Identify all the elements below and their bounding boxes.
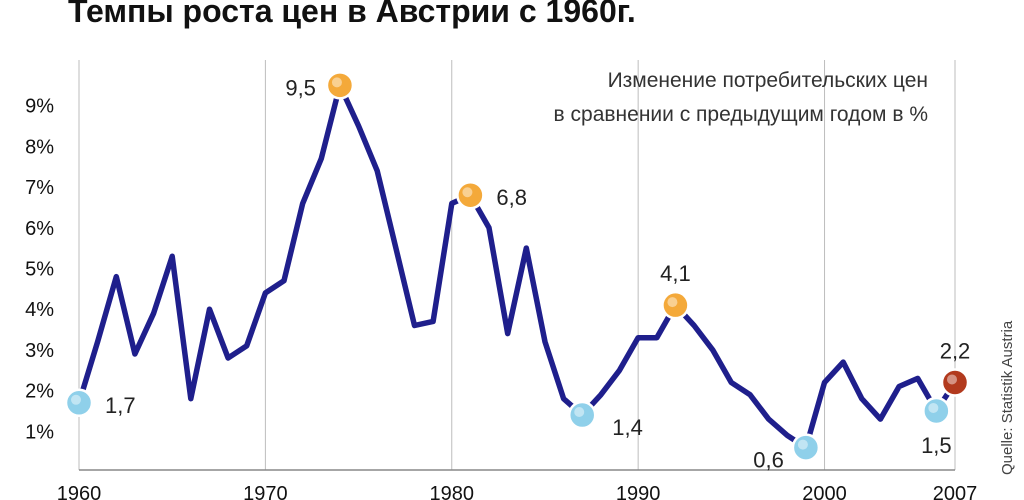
source-note: Quelle: Statistik Austria [999,320,1016,475]
highlight-point-shine [667,297,678,308]
x-tick-label: 2007 [933,483,978,500]
chart-annotation-line-1: Изменение потребительских цен [608,69,928,92]
chart-title: Темпы роста цен в Австрии с 1960г. [68,0,636,29]
y-tick-label: 9% [25,96,54,118]
data-label: 1,4 [612,415,643,440]
x-tick-label: 1970 [243,483,288,500]
y-tick-label: 3% [25,340,54,362]
highlight-point [940,368,970,397]
highlight-point [567,400,597,430]
data-label: 2,2 [940,338,971,363]
highlight-point [325,71,355,100]
highlight-point-shine [947,374,957,385]
y-tick-label: 7% [25,177,54,199]
highlight-point [922,396,951,426]
data-label: 1,7 [105,393,136,418]
y-tick-label: 4% [25,299,54,321]
highlight-point-shine [928,402,939,413]
chart-axes: 1960 1970 1980 1990 2000 2007 1% 2% 3% 4% 5% 6% 7% 8%… [25,96,977,500]
highlight-point-shine [71,394,81,405]
series-line [76,82,958,451]
x-tick-label: 2000 [802,483,847,500]
highlight-point-shine [574,407,585,418]
highlight-points [64,71,970,462]
data-label: 1,5 [921,433,952,458]
chart-annotation-line-2: в сравнении с предыдущим годом в % [554,103,928,126]
highlight-point [791,433,821,462]
data-label: 6,8 [496,185,527,210]
highlight-point [661,290,690,320]
data-label: 4,1 [660,261,691,286]
data-label: 9,5 [285,75,316,100]
data-label: 0,6 [753,448,784,473]
highlight-point-shine [462,187,473,198]
highlight-point [64,388,94,418]
highlight-point-shine [331,77,342,88]
y-tick-label: 2% [25,381,54,403]
y-tick-label: 1% [25,421,54,443]
data-labels: 1,7 9,5 6,8 1,4 4,1 0,6 1,5 2,2 [105,75,970,472]
x-tick-label: 1990 [616,483,661,500]
y-tick-label: 8% [25,136,54,158]
highlight-point [456,180,485,210]
y-tick-label: 6% [25,218,54,240]
x-tick-label: 1980 [430,483,475,500]
y-tick-label: 5% [25,259,54,281]
x-tick-label: 1960 [57,483,102,500]
highlight-point-shine [797,439,808,450]
inflation-series [76,82,958,451]
